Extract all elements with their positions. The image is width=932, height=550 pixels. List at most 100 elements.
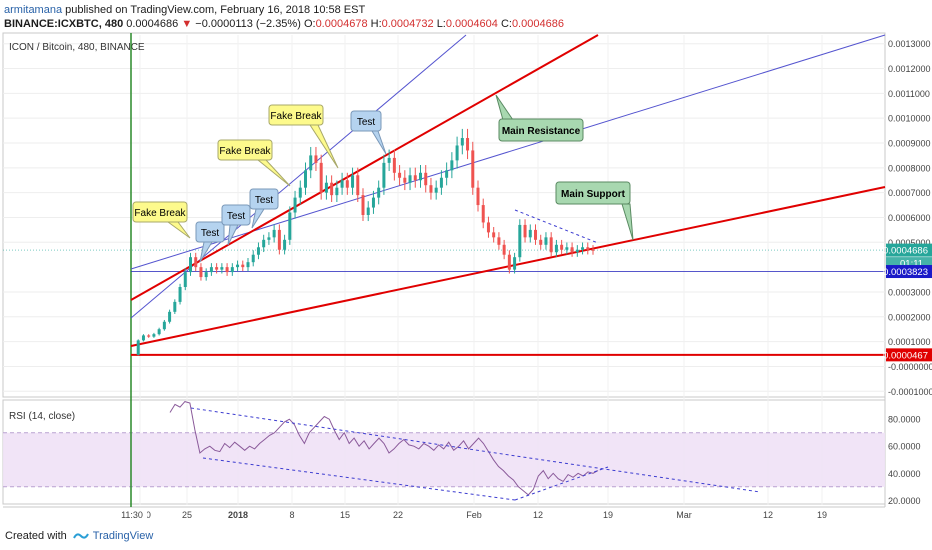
candle[interactable] [220,267,224,270]
candle[interactable] [549,237,553,253]
candle[interactable] [408,175,412,183]
candle[interactable] [575,249,579,253]
candle[interactable] [162,321,166,330]
candle[interactable] [419,172,422,181]
candle[interactable] [565,247,569,250]
candle[interactable] [403,177,407,183]
candle[interactable] [377,187,381,198]
candle[interactable] [366,207,370,215]
candle[interactable] [330,182,334,196]
candle[interactable] [382,162,386,188]
candle[interactable] [324,182,328,193]
candle[interactable] [424,172,428,186]
candle[interactable] [507,254,511,270]
candle[interactable] [288,212,292,240]
candle[interactable] [262,239,266,248]
annotation-fake-break-2[interactable]: Fake Break [217,139,291,187]
wedge-upper-dashed[interactable] [514,209,599,244]
candle[interactable] [340,180,344,188]
candle[interactable] [387,157,391,163]
annotation-test-4[interactable]: Test [350,110,387,155]
candle[interactable] [560,244,564,250]
candle[interactable] [528,229,532,238]
annotation-fake-break-1[interactable]: Fake Break [132,201,191,239]
candle[interactable] [256,247,260,255]
candle[interactable] [199,267,203,278]
candle[interactable] [581,247,585,250]
candle[interactable] [445,170,449,178]
candle[interactable] [194,257,198,268]
annotation-test-1[interactable]: Test [195,221,225,263]
candle[interactable] [277,229,281,250]
candle[interactable] [523,224,527,238]
candle[interactable] [586,247,590,250]
candle[interactable] [173,301,177,312]
candle[interactable] [544,237,548,245]
candle[interactable] [309,155,313,171]
candle[interactable] [481,205,485,223]
candle[interactable] [591,249,595,251]
candle[interactable] [413,175,417,181]
candle[interactable] [371,197,375,208]
candle[interactable] [204,272,208,278]
candle[interactable] [471,150,475,188]
candle[interactable] [486,222,490,233]
candle[interactable] [361,195,365,215]
candle[interactable] [225,267,229,273]
candle[interactable] [189,257,192,273]
annotation-test-2[interactable]: Test [221,204,251,246]
candle[interactable] [335,187,339,196]
candle[interactable] [178,287,182,302]
candle[interactable] [251,254,255,263]
candle[interactable] [298,187,302,198]
candle[interactable] [351,175,355,188]
candle[interactable] [157,329,161,335]
candle[interactable] [466,138,470,151]
channel-mid-line[interactable] [130,34,467,319]
candle[interactable] [398,172,402,178]
annotation-main-resistance[interactable]: Main Resistance [495,94,584,142]
candle[interactable] [136,340,140,355]
candle[interactable] [429,185,433,193]
candle[interactable] [497,237,501,245]
annotation-test-3[interactable]: Test [249,188,279,229]
candle[interactable] [439,177,443,188]
candle[interactable] [209,267,213,273]
annotation-fake-break-3[interactable]: Fake Break [268,104,339,169]
candle[interactable] [455,145,459,161]
tradingview-link[interactable]: TradingView [92,530,154,542]
chart-area[interactable]: ICON / Bitcoin, 480, BINANCE RSI (14, cl… [0,31,932,526]
candle[interactable] [539,239,543,245]
candle[interactable] [319,162,323,193]
candle[interactable] [534,229,537,240]
candle[interactable] [241,264,245,268]
candle[interactable] [450,160,454,171]
candle[interactable] [152,334,156,337]
candle[interactable] [434,187,438,193]
candle[interactable] [356,175,360,196]
author-link[interactable]: armitamana [4,4,63,16]
candle[interactable] [147,335,151,337]
candle[interactable] [314,155,318,163]
candle[interactable] [392,157,396,173]
candle[interactable] [236,264,240,268]
candle[interactable] [513,257,517,270]
candle[interactable] [267,237,271,240]
candle[interactable] [272,229,276,238]
candle[interactable] [283,239,287,250]
candle[interactable] [246,262,250,268]
candle[interactable] [141,335,145,341]
candle[interactable] [460,138,464,146]
candle[interactable] [345,180,349,188]
channel-lower-line[interactable] [130,34,886,270]
candle[interactable] [168,311,172,322]
candle[interactable] [230,267,234,273]
candle[interactable] [492,232,496,238]
rsi-bounce-trend[interactable] [514,466,609,501]
candle[interactable] [502,244,506,255]
main-resistance-line[interactable] [130,34,599,301]
candle[interactable] [304,170,307,188]
candle[interactable] [554,244,558,253]
candle[interactable] [476,187,480,206]
candle[interactable] [215,267,219,270]
